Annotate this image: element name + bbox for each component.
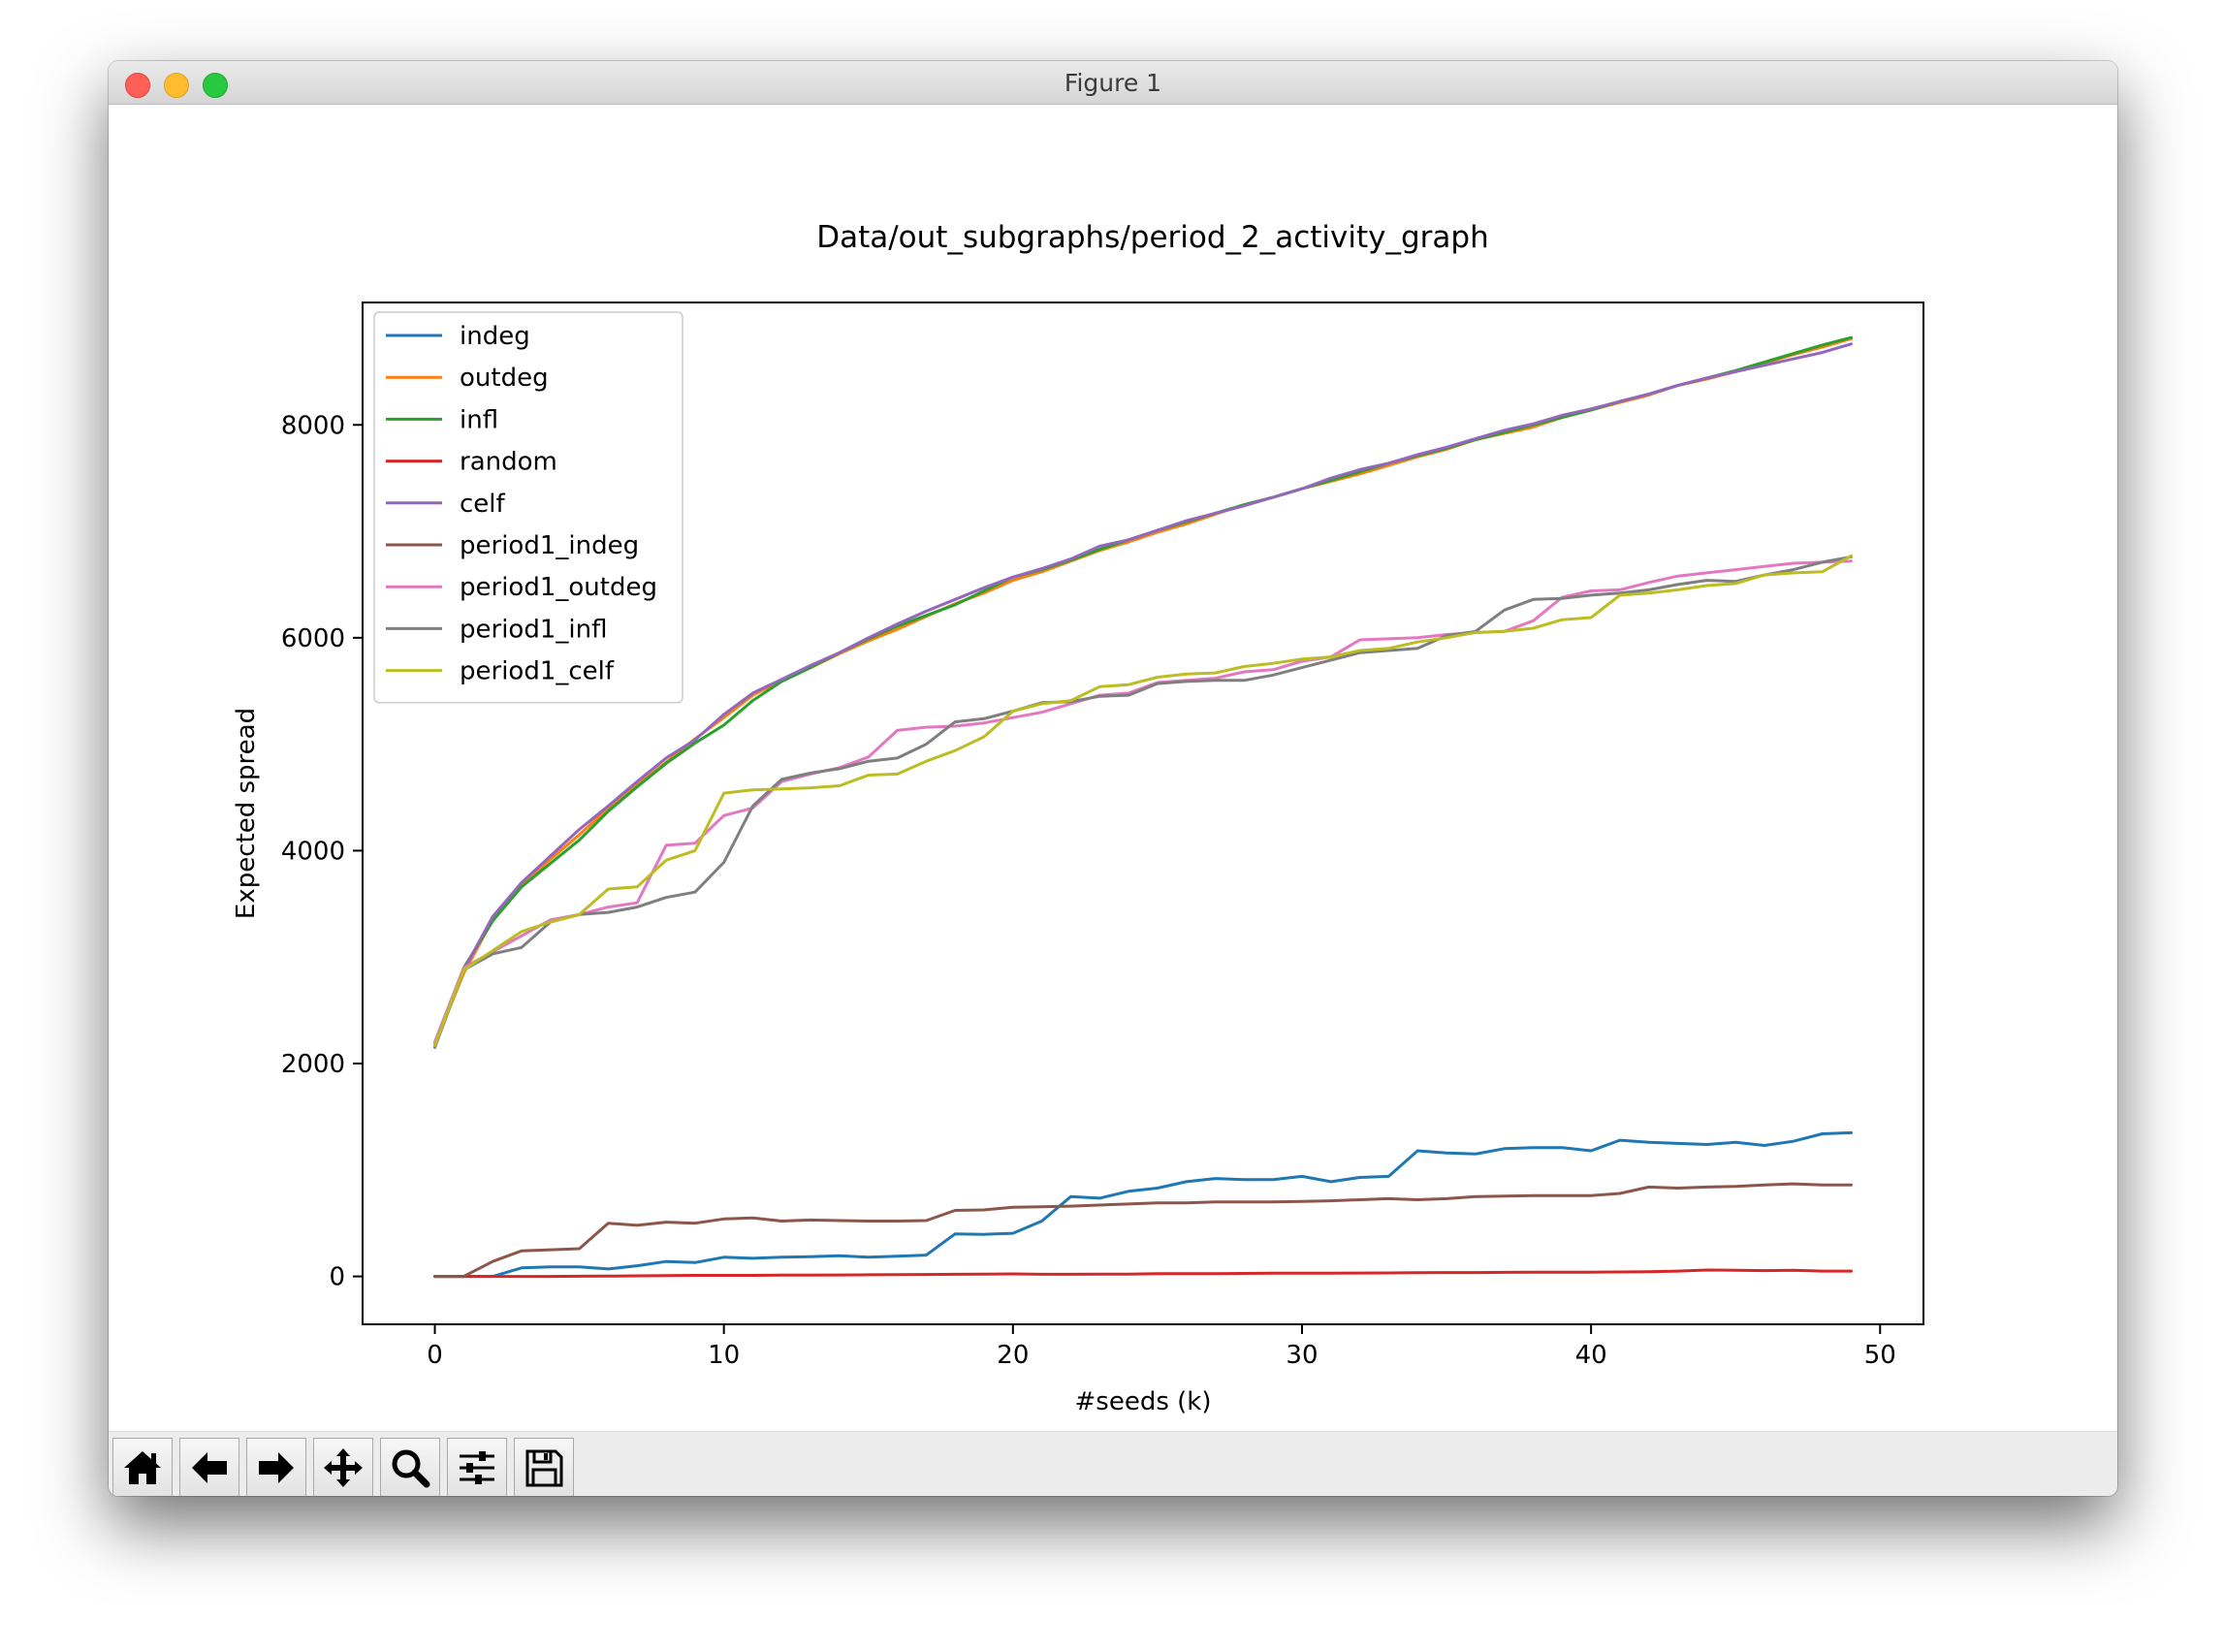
title-bar[interactable]: Figure 1 [109,61,2117,105]
save-icon [525,1449,563,1487]
forward-arrow-icon [259,1452,294,1483]
maximize-window-button[interactable] [203,73,228,98]
save-button[interactable] [514,1438,574,1496]
y-tick-label: 2000 [281,1050,345,1079]
x-tick-label: 10 [708,1341,740,1370]
legend-label: period1_infl [460,615,607,644]
legend-label: outdeg [460,364,549,393]
x-tick-label: 50 [1864,1341,1896,1370]
series-line-period1-outdeg [433,559,1853,1044]
series-line-period1-indeg [433,1182,1853,1279]
y-axis: 0 2000 4000 6000 8000 [281,411,363,1292]
minimize-window-button[interactable] [164,73,189,98]
home-icon [124,1451,161,1484]
legend-label: random [460,448,557,477]
back-button[interactable] [179,1438,239,1496]
legend-label: period1_celf [460,657,615,686]
legend-label: indeg [460,322,530,351]
navigation-toolbar [109,1431,2117,1496]
chart-title: Data/out_subgraphs/period_2_activity_gra… [816,220,1489,255]
series-line-celf [433,342,1853,1048]
legend-box [373,311,683,704]
forward-button[interactable] [246,1438,306,1496]
legend-label: period1_outdeg [460,573,657,602]
legend-label: infl [460,405,498,434]
y-tick-label: 6000 [281,624,345,653]
series-line-period1-celf [433,554,1853,1047]
series-line-indeg [433,1130,1853,1279]
series-line-random [433,1268,1853,1279]
x-axis: 0 10 20 30 40 50 [427,1324,1896,1370]
pan-button[interactable] [313,1438,373,1496]
y-tick-label: 4000 [281,837,345,866]
zoom-icon [392,1449,430,1488]
pan-icon [324,1448,363,1487]
figure-window: Figure 1 Data/out_subgraphs/period_2_act… [109,61,2117,1496]
series-line-period1-infl [433,555,1853,1049]
legend-label: period1_indeg [460,531,639,560]
figure-canvas[interactable]: Data/out_subgraphs/period_2_activity_gra… [109,105,2117,1431]
configure-subplots-icon [460,1451,494,1484]
y-tick-label: 8000 [281,411,345,440]
window-title: Figure 1 [1064,69,1162,97]
legend-label: celf [460,490,506,519]
x-tick-label: 40 [1575,1341,1607,1370]
close-window-button[interactable] [125,73,150,98]
x-axis-label: #seeds (k) [1075,1387,1212,1416]
line-chart: Data/out_subgraphs/period_2_activity_gra… [232,220,1924,1416]
series-layer [433,335,1853,1279]
configure-subplots-button[interactable] [447,1438,507,1496]
zoom-button[interactable] [380,1438,440,1496]
back-arrow-icon [192,1452,227,1483]
plot-frame [362,302,1924,1325]
x-tick-label: 0 [427,1341,443,1370]
x-tick-label: 30 [1286,1341,1318,1370]
home-button[interactable] [112,1438,173,1496]
x-tick-label: 20 [997,1341,1029,1370]
y-axis-label: Expected spread [232,708,261,919]
legend: indeg outdeg infl random celf period1_indegpe… [373,311,683,704]
y-tick-label: 0 [329,1263,345,1292]
